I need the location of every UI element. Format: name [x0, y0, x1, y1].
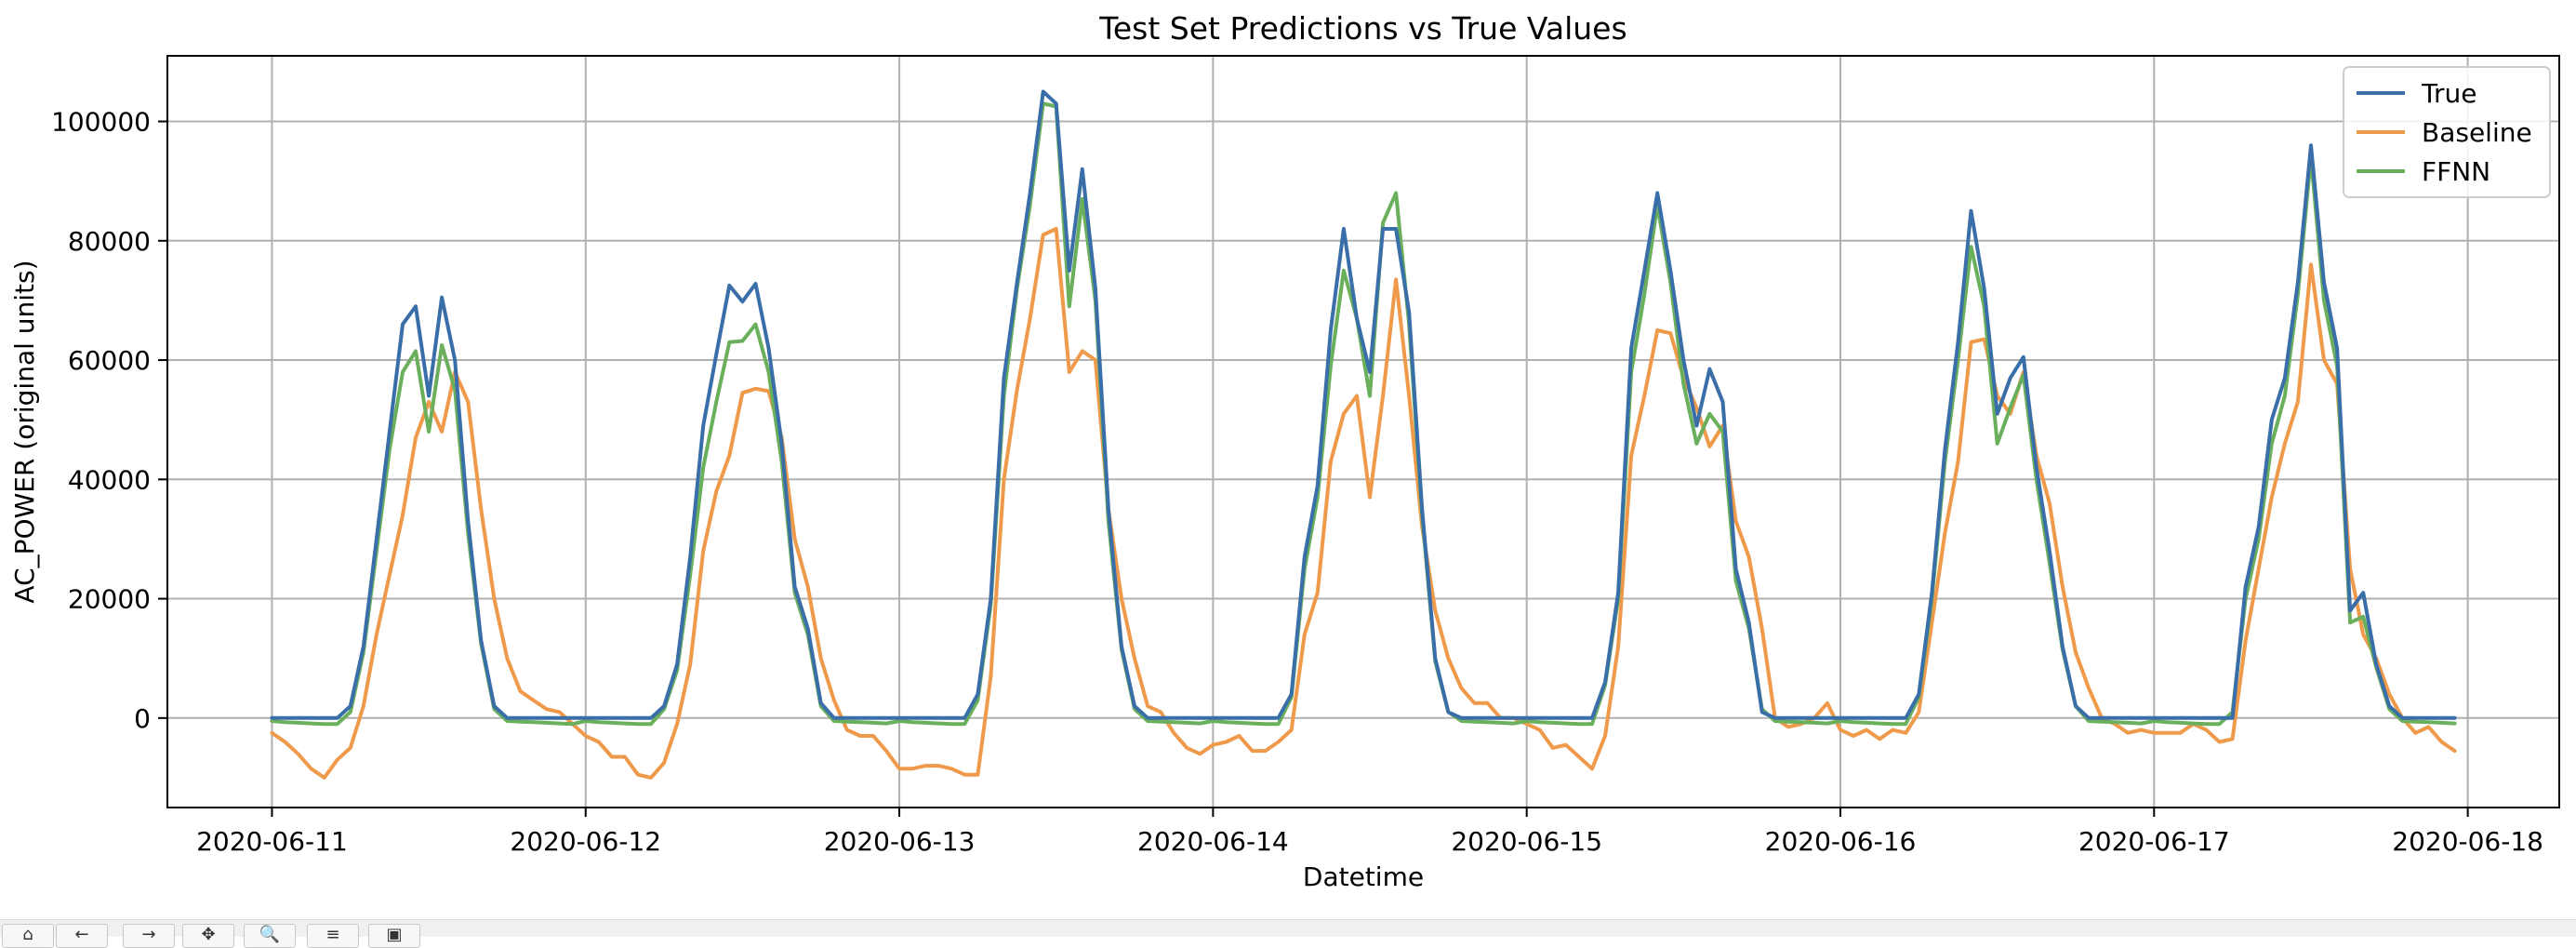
- grid-layer: [167, 56, 2559, 808]
- y-tick-label: 60000: [68, 345, 151, 376]
- y-tick-label: 40000: [68, 464, 151, 495]
- x-axis-label: Datetime: [1303, 861, 1424, 892]
- x-tick-label: 2020-06-12: [510, 826, 661, 857]
- y-tick-label: 0: [134, 703, 151, 734]
- chart-title: Test Set Predictions vs True Values: [1098, 10, 1627, 47]
- zoom-button[interactable]: 🔍: [244, 924, 296, 948]
- save-button[interactable]: ▣: [368, 924, 420, 948]
- x-tick-label: 2020-06-15: [1451, 826, 1602, 857]
- home-button[interactable]: ⌂: [2, 924, 54, 948]
- legend-label: Baseline: [2422, 117, 2532, 148]
- y-axis-label: AC_POWER (original units): [9, 260, 40, 603]
- chart: Test Set Predictions vs True Values 2020…: [9, 10, 2560, 892]
- figure-toolbar: ⌂ ← → ✥ 🔍 ≡ ▣: [0, 919, 2576, 948]
- x-tick-label: 2020-06-13: [824, 826, 976, 857]
- series-layer: [270, 89, 2457, 780]
- series-line-true: [270, 89, 2457, 720]
- legend-label: FFNN: [2422, 156, 2490, 187]
- forward-button[interactable]: →: [123, 924, 175, 948]
- y-tick-label: 100000: [51, 107, 151, 138]
- legend-label: True: [2421, 78, 2476, 109]
- x-tick-label: 2020-06-18: [2392, 826, 2543, 857]
- legend-box: [2343, 66, 2551, 198]
- series-line-baseline: [270, 227, 2457, 780]
- y-axis-ticks: 0 20000 40000 60000 80000 100000: [51, 107, 167, 734]
- x-tick-label: 2020-06-17: [2078, 826, 2230, 857]
- x-axis-ticks: 2020-06-11 2020-06-12 2020-06-13 2020-06-14…: [196, 808, 2543, 857]
- plot-frame: [166, 55, 2560, 808]
- x-tick-label: 2020-06-16: [1765, 826, 1917, 857]
- x-tick-label: 2020-06-11: [196, 826, 348, 857]
- legend: True Baseline FFNN: [2343, 66, 2551, 198]
- configure-button[interactable]: ≡: [307, 924, 359, 948]
- x-tick-label: 2020-06-14: [1137, 826, 1289, 857]
- back-button[interactable]: ←: [56, 924, 108, 948]
- y-tick-label: 80000: [68, 226, 151, 257]
- y-tick-label: 20000: [68, 584, 151, 615]
- pan-button[interactable]: ✥: [182, 924, 234, 948]
- series-line-ffnn: [270, 101, 2457, 727]
